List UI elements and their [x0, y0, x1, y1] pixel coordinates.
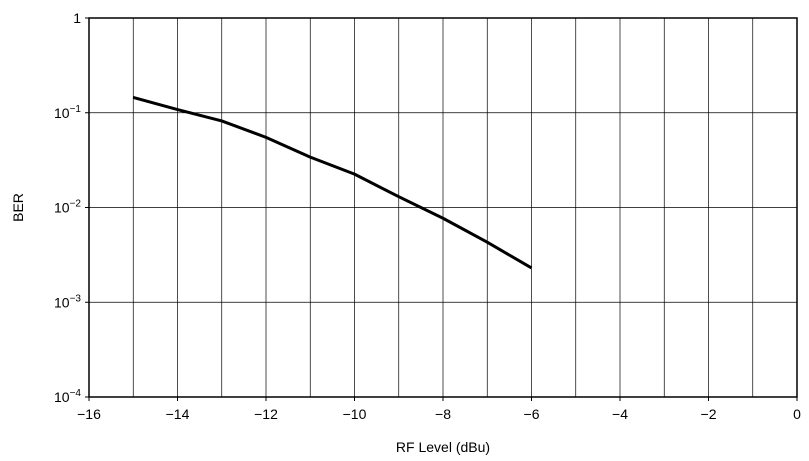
grid-lines — [89, 18, 797, 397]
x-tick-label: −8 — [435, 406, 451, 422]
y-tick-label: 10−3 — [54, 293, 81, 310]
y-tick-label: 10−1 — [54, 104, 81, 121]
x-tick-label: −4 — [612, 406, 628, 422]
series-layer — [132, 96, 533, 270]
x-axis-label: RF Level (dBu) — [396, 439, 490, 455]
x-tick-label: −16 — [77, 406, 101, 422]
y-axis-label: BER — [10, 193, 26, 222]
x-axis-ticks: −16 −14 −12 −10 −8 −6 −4 −2 0 — [77, 397, 801, 422]
x-tick-label: 0 — [793, 406, 801, 422]
x-tick-label: −2 — [701, 406, 717, 422]
ber-series-line — [132, 96, 533, 270]
x-tick-label: −10 — [343, 406, 367, 422]
y-tick-label: 1 — [73, 10, 81, 26]
y-tick-label: 10−2 — [54, 199, 81, 216]
y-tick-label: 10−4 — [54, 388, 81, 405]
x-tick-label: −12 — [254, 406, 278, 422]
y-axis-ticks: 1 10−1 10−2 10−3 10−4 — [54, 10, 89, 405]
x-tick-label: −14 — [166, 406, 190, 422]
x-tick-label: −6 — [524, 406, 540, 422]
